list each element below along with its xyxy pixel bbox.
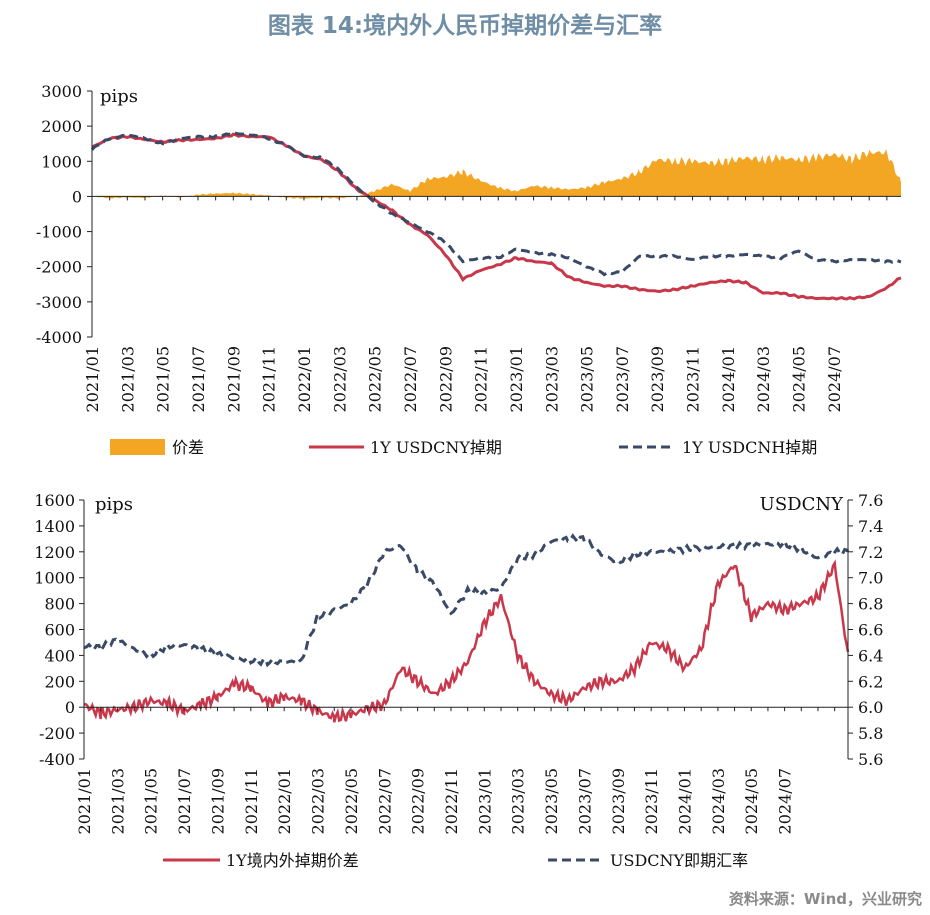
y-tick-label-left: 200 <box>44 672 75 691</box>
x-tick-label: 2022/05 <box>366 346 385 412</box>
legend-label-cny: 1Y USDCNY掉期 <box>370 438 502 457</box>
x-tick-label: 2023/09 <box>648 346 667 412</box>
y-tick-label: 1000 <box>41 152 82 171</box>
x-tick-label: 2023/11 <box>642 768 661 834</box>
x-tick-label: 2023/03 <box>509 768 528 834</box>
usdcny-spot-line <box>83 533 850 668</box>
x-tick-label: 2024/05 <box>790 346 809 412</box>
unit-label-left: pips <box>95 494 133 515</box>
y-tick-label-left: -400 <box>39 750 75 769</box>
x-tick-label: 2022/11 <box>472 346 491 412</box>
x-tick-label: 2024/01 <box>719 346 738 412</box>
x-tick-label: 2023/05 <box>542 768 561 834</box>
x-tick-label: 2023/01 <box>507 346 526 412</box>
source-note: 资料来源：Wind，兴业研究 <box>728 890 922 908</box>
y-tick-label-left: 1600 <box>34 491 75 510</box>
y-tick-label: -4000 <box>36 328 82 347</box>
legend-swatch-spread <box>110 439 165 455</box>
x-tick-label: 2022/01 <box>275 768 294 834</box>
x-tick-label: 2022/03 <box>330 346 349 412</box>
x-tick-label: 2021/03 <box>108 768 127 834</box>
unit-label-right: USDCNY <box>760 494 844 515</box>
x-tick-label: 2024/07 <box>825 346 844 412</box>
x-tick-label: 2022/09 <box>409 768 428 834</box>
y-tick-label-right: 6.4 <box>858 646 883 665</box>
x-tick-label: 2022/11 <box>442 768 461 834</box>
y-tick-label-right: 6.2 <box>858 672 883 691</box>
y-tick-label-right: 7.4 <box>858 517 883 536</box>
x-tick-label: 2021/05 <box>142 768 161 834</box>
y-tick-label-left: 1000 <box>34 569 75 588</box>
x-tick-label: 2021/05 <box>154 346 173 412</box>
y-tick-label-left: 800 <box>44 595 75 614</box>
x-tick-label: 2023/07 <box>613 346 632 412</box>
x-tick-label: 2022/05 <box>342 768 361 834</box>
x-tick-label: 2022/09 <box>436 346 455 412</box>
x-tick-label: 2021/01 <box>75 768 94 834</box>
y-tick-label-left: 1400 <box>34 517 75 536</box>
y-tick-label: -2000 <box>36 258 82 277</box>
x-tick-label: 2021/09 <box>224 346 243 412</box>
x-tick-label: 2021/11 <box>260 346 279 412</box>
x-tick-label: 2022/07 <box>401 346 420 412</box>
y-tick-label-right: 6.8 <box>858 595 883 614</box>
x-tick-label: 2024/03 <box>709 768 728 834</box>
y-tick-label-left: 400 <box>44 646 75 665</box>
x-tick-label: 2023/11 <box>684 346 703 412</box>
x-tick-label: 2021/09 <box>208 768 227 834</box>
x-tick-label: 2024/01 <box>676 768 695 834</box>
y-tick-label: 2000 <box>41 117 82 136</box>
x-tick-label: 2024/07 <box>776 768 795 834</box>
x-tick-label: 2024/03 <box>754 346 773 412</box>
y-tick-label-right: 6.6 <box>858 621 883 640</box>
x-tick-label: 2023/03 <box>542 346 561 412</box>
unit-label: pips <box>100 86 138 107</box>
x-tick-label: 2021/03 <box>118 346 137 412</box>
top-chart: 3000 2000 1000 0 -1000 -2000 -3000 -40002021/01… <box>36 82 902 457</box>
y-tick-label-right: 5.8 <box>858 724 883 743</box>
y-tick-label: 3000 <box>41 82 82 101</box>
y-tick-label-left: -200 <box>39 724 75 743</box>
x-tick-label: 2022/03 <box>309 768 328 834</box>
y-tick-label: -3000 <box>36 293 82 312</box>
legend-label-spot: USDCNY即期汇率 <box>610 851 748 870</box>
y-tick-label: 0 <box>72 187 82 206</box>
spread-area <box>92 149 901 199</box>
x-tick-label: 2023/07 <box>575 768 594 834</box>
y-tick-label-left: 1200 <box>34 543 75 562</box>
x-tick-label: 2022/07 <box>375 768 394 834</box>
x-tick-label: 2021/07 <box>189 346 208 412</box>
x-tick-label: 2021/11 <box>242 768 261 834</box>
x-tick-label: 2023/09 <box>609 768 628 834</box>
x-tick-label: 2023/05 <box>578 346 597 412</box>
legend-label-spread: 1Y境内外掉期价差 <box>226 851 359 870</box>
x-tick-label: 2021/01 <box>83 346 102 412</box>
y-tick-label-right: 7.6 <box>858 491 883 510</box>
y-tick-label-left: 0 <box>65 698 75 717</box>
y-tick-label-right: 6.0 <box>858 698 883 717</box>
y-tick-label-right: 5.6 <box>858 750 883 769</box>
legend-label-spread: 价差 <box>172 438 204 457</box>
chart-title: 图表 14:境内外人民币掉期价差与汇率 <box>267 13 663 39</box>
usdcny-swap-line <box>91 132 902 301</box>
y-tick-label-left: 600 <box>44 621 75 640</box>
swap-spread-line <box>83 559 850 723</box>
y-tick-label-right: 7.2 <box>858 543 883 562</box>
y-tick-label-right: 7.0 <box>858 569 883 588</box>
legend-label-cnh: 1Y USDCNH掉期 <box>682 438 817 457</box>
usdcnh-swap-line <box>90 131 902 277</box>
x-tick-label: 2024/05 <box>742 768 761 834</box>
x-tick-label: 2022/01 <box>295 346 314 412</box>
y-tick-label: -1000 <box>36 223 82 242</box>
x-tick-label: 2021/07 <box>175 768 194 834</box>
x-tick-label: 2023/01 <box>475 768 494 834</box>
